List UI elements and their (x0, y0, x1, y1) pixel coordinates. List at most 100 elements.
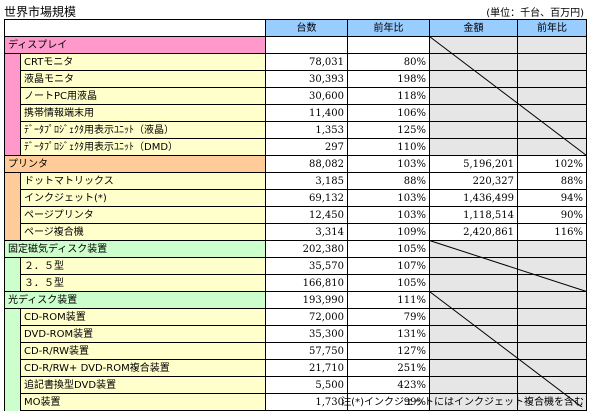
item-name: ノートPC用液晶 (20, 87, 266, 105)
group-side-cell (4, 189, 21, 207)
group-side-cell (4, 87, 21, 105)
group-name: ディスプレイ (4, 36, 266, 54)
group-row: プリンタ 88,082 103% 5,196,201 102% (4, 155, 587, 173)
table-row: CD-ROM装置 72,000 79% (4, 308, 587, 326)
group-total-amount (429, 240, 518, 258)
item-units-yoy: 125% (347, 121, 430, 139)
group-total-units-yoy: 111% (347, 291, 430, 309)
group-side-cell (4, 308, 21, 326)
item-units: 69,132 (265, 189, 348, 207)
table-row: CRTモニタ 78,031 80% (4, 53, 587, 71)
table-row: DVD-ROM装置 35,300 131% (4, 325, 587, 343)
group-side-cell (4, 393, 21, 411)
table-row: ３．５型 166,810 105% (4, 274, 587, 292)
group-side-cell (4, 138, 21, 156)
group-side-cell (4, 325, 21, 343)
item-units-yoy: 423% (347, 376, 430, 394)
item-units-yoy: 103% (347, 206, 430, 224)
item-name: CRTモニタ (20, 53, 266, 71)
item-amount (429, 342, 518, 360)
group-side-cell (4, 376, 21, 394)
item-units-yoy: 80% (347, 53, 430, 71)
item-amount (429, 121, 518, 139)
item-units: 30,600 (265, 87, 348, 105)
item-amount: 2,420,861 (429, 223, 518, 241)
item-amount-yoy (517, 376, 587, 394)
item-amount-yoy (517, 104, 587, 122)
group-total-units: 202,380 (265, 240, 348, 258)
item-amount-yoy (517, 325, 587, 343)
table-row: ﾃﾞｰﾀﾌﾟﾛｼﾞｪｸﾀ用表示ﾕﾆｯﾄ（液晶） 1,353 125% (4, 121, 587, 139)
table-row: CD-R/RW装置 57,750 127% (4, 342, 587, 360)
item-name: DVD-ROM装置 (20, 325, 266, 343)
item-amount: 1,118,514 (429, 206, 518, 224)
item-units-yoy: 110% (347, 138, 430, 156)
item-amount-yoy (517, 359, 587, 377)
header-amount-yoy: 前年比 (517, 19, 587, 37)
item-units-yoy: 127% (347, 342, 430, 360)
item-amount-yoy (517, 274, 587, 292)
market-table: 台数 前年比 金額 前年比 ディスプレイ CRTモニタ 78,031 80% 液晶モニタ 30,3… (4, 19, 587, 411)
item-amount-yoy (517, 87, 587, 105)
group-side-cell (4, 70, 21, 88)
group-side-cell (4, 172, 21, 190)
group-total-amount-yoy (517, 36, 587, 54)
item-amount (429, 104, 518, 122)
page-title: 世界市場規模 (4, 5, 77, 19)
item-name: CD-R/RW装置 (20, 342, 266, 360)
group-total-units-yoy (347, 36, 430, 54)
item-units: 1,730 (265, 393, 348, 411)
item-amount-yoy (517, 70, 587, 88)
item-units-yoy: 251% (347, 359, 430, 377)
item-units: 5,500 (265, 376, 348, 394)
header-row: 台数 前年比 金額 前年比 (4, 19, 587, 37)
group-total-amount: 5,196,201 (429, 155, 518, 173)
header-units: 台数 (265, 19, 348, 37)
item-amount-yoy: 90% (517, 206, 587, 224)
item-name: ﾃﾞｰﾀﾌﾟﾛｼﾞｪｸﾀ用表示ﾕﾆｯﾄ（液晶） (20, 121, 266, 139)
item-amount (429, 274, 518, 292)
item-name: CD-R/RW+ DVD-ROM複合装置 (20, 359, 266, 377)
item-name: 追記書換型DVD装置 (20, 376, 266, 394)
item-name: 液晶モニタ (20, 70, 266, 88)
item-amount (429, 376, 518, 394)
item-amount: 220,327 (429, 172, 518, 190)
item-amount-yoy (517, 138, 587, 156)
item-amount: 1,436,499 (429, 189, 518, 207)
group-total-units-yoy: 105% (347, 240, 430, 258)
item-units-yoy: 131% (347, 325, 430, 343)
group-row: ディスプレイ (4, 36, 587, 54)
item-units: 21,710 (265, 359, 348, 377)
item-units: 78,031 (265, 53, 348, 71)
header-blank (4, 19, 266, 37)
item-units-yoy: 107% (347, 257, 430, 275)
item-units-yoy: 106% (347, 104, 430, 122)
group-side-cell (4, 274, 21, 292)
item-units: 166,810 (265, 274, 348, 292)
header-amount: 金額 (429, 19, 518, 37)
item-units: 11,400 (265, 104, 348, 122)
item-units: 1,353 (265, 121, 348, 139)
item-amount-yoy (517, 342, 587, 360)
group-side-cell (4, 206, 21, 224)
group-name: プリンタ (4, 155, 266, 173)
table-row: インクジェット(*) 69,132 103% 1,436,499 94% (4, 189, 587, 207)
item-amount (429, 359, 518, 377)
group-row: 固定磁気ディスク装置 202,380 105% (4, 240, 587, 258)
item-name: ﾃﾞｰﾀﾌﾟﾛｼﾞｪｸﾀ用表示ﾕﾆｯﾄ（DMD） (20, 138, 266, 156)
group-total-amount-yoy (517, 240, 587, 258)
footnote: 注(*)インクジェットにはインクジェット複合機を含む (341, 397, 584, 408)
item-amount-yoy: 88% (517, 172, 587, 190)
item-units: 57,750 (265, 342, 348, 360)
group-name: 固定磁気ディスク装置 (4, 240, 266, 258)
group-total-amount-yoy: 102% (517, 155, 587, 173)
item-units: 297 (265, 138, 348, 156)
item-units-yoy: 79% (347, 308, 430, 326)
item-amount-yoy (517, 121, 587, 139)
item-name: ドットマトリックス (20, 172, 266, 190)
item-units-yoy: 109% (347, 223, 430, 241)
group-total-units (265, 36, 348, 54)
group-total-units-yoy: 103% (347, 155, 430, 173)
table-row: 液晶モニタ 30,393 198% (4, 70, 587, 88)
